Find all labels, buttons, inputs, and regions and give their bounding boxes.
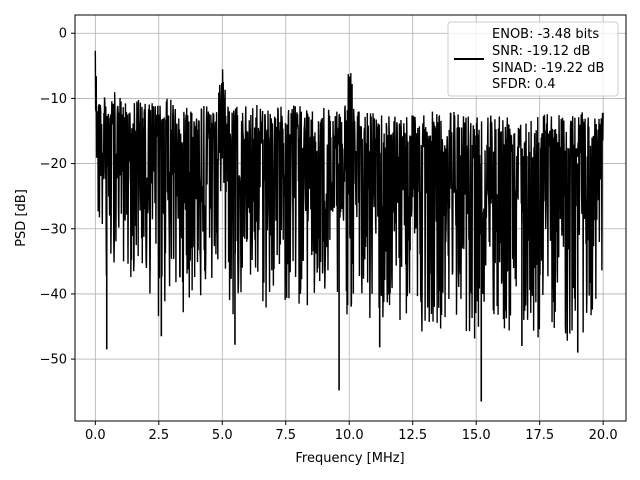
y-axis-ticks: 0 −10 −20 −30 −40 −50 [40, 27, 75, 368]
y-tick-label: 0 [59, 27, 67, 42]
legend-text-sinad: SINAD: -19.22 dB [492, 61, 604, 76]
y-tick-label: −10 [40, 92, 67, 107]
legend-text-snr: SNR: -19.12 dB [492, 44, 590, 59]
x-tick-label: 12.5 [398, 428, 427, 443]
y-tick-label: −20 [40, 157, 67, 172]
x-tick-label: 5.0 [212, 428, 233, 443]
legend-text-enob: ENOB: -3.48 bits [492, 27, 599, 42]
legend: ENOB: -3.48 bits SNR: -19.12 dB SINAD: -… [447, 21, 619, 97]
y-axis-label: PSD [dB] [14, 189, 29, 247]
y-tick-label: −50 [40, 353, 67, 368]
x-tick-label: 2.5 [148, 428, 169, 443]
x-tick-label: 15.0 [462, 428, 491, 443]
legend-text-sfdr: SFDR: 0.4 [492, 77, 556, 92]
x-tick-label: 20.0 [589, 428, 618, 443]
x-axis-label: Frequency [MHz] [295, 451, 404, 466]
psd-trace [94, 50, 604, 402]
plot-frame [74, 14, 627, 422]
x-tick-label: 7.5 [275, 428, 296, 443]
y-tick-label: −30 [40, 222, 67, 237]
legend-box [447, 21, 619, 97]
x-tick-label: 17.5 [525, 428, 554, 443]
x-axis-ticks: 0.0 2.5 5.0 7.5 10.0 12.5 15.0 17.5 20.0 [85, 421, 618, 443]
x-tick-label: 0.0 [85, 428, 106, 443]
y-tick-label: −40 [40, 287, 67, 302]
x-tick-label: 10.0 [335, 428, 364, 443]
psd-line [94, 50, 604, 341]
